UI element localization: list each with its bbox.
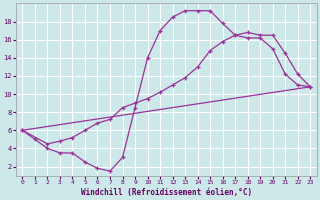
X-axis label: Windchill (Refroidissement éolien,°C): Windchill (Refroidissement éolien,°C) (81, 188, 252, 197)
